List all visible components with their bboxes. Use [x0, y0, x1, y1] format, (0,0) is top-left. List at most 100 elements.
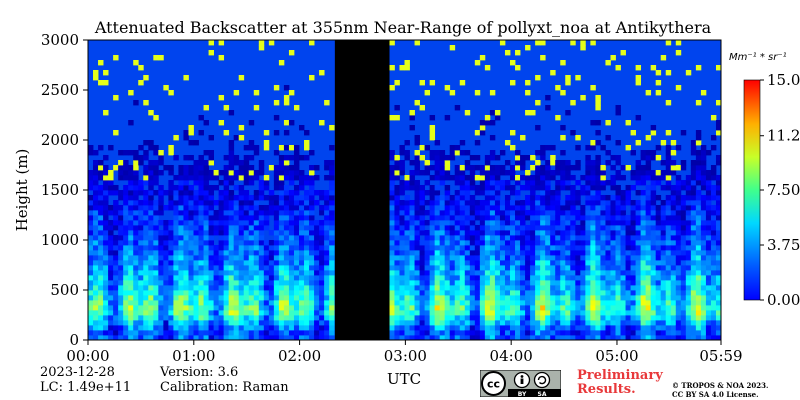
- heatmap-cell: [273, 185, 280, 191]
- heatmap-cell: [525, 175, 531, 181]
- heatmap-cell: [640, 150, 647, 156]
- heatmap-cell: [158, 285, 164, 291]
- heatmap-cell: [449, 265, 456, 271]
- heatmap-cell: [565, 175, 571, 181]
- heatmap-cell: [253, 225, 260, 231]
- heatmap-cell: [700, 265, 707, 271]
- heatmap-cell: [705, 330, 712, 336]
- heatmap-cell: [600, 200, 606, 206]
- heatmap-cell: [545, 335, 551, 341]
- heatmap-cell: [429, 330, 436, 336]
- heatmap-cell: [575, 285, 581, 291]
- heatmap-cell: [635, 170, 642, 176]
- heatmap-cell: [314, 335, 320, 341]
- heatmap-cell: [504, 225, 511, 231]
- colorbar: [743, 79, 761, 301]
- heatmap-cell: [429, 245, 436, 251]
- heatmap-cell: [665, 220, 672, 226]
- heatmap-cell: [173, 285, 179, 291]
- heatmap-cell: [163, 225, 169, 231]
- heatmap-cell: [389, 310, 395, 316]
- heatmap-cell: [399, 160, 405, 166]
- heatmap-cell: [293, 205, 300, 211]
- heatmap-cell: [665, 180, 672, 186]
- heatmap-cell: [278, 180, 285, 186]
- heatmap-cell: [429, 200, 436, 206]
- heatmap-cell: [118, 260, 124, 266]
- heatmap-cell: [314, 290, 320, 296]
- heatmap-cell: [389, 200, 395, 206]
- heatmap-cell: [88, 185, 94, 191]
- heatmap-cell: [695, 135, 702, 141]
- heatmap-cell: [675, 175, 682, 181]
- heatmap-cell: [283, 290, 290, 296]
- heatmap-cell: [173, 210, 179, 216]
- heatmap-cell: [268, 270, 275, 276]
- heatmap-cell: [494, 225, 501, 231]
- heatmap-cell: [148, 110, 154, 116]
- heatmap-cell: [103, 285, 109, 291]
- heatmap-cell: [555, 200, 561, 206]
- heatmap-cell: [540, 205, 546, 211]
- heatmap-cell: [595, 235, 601, 241]
- heatmap-cell: [444, 320, 451, 326]
- heatmap-cell: [615, 230, 621, 236]
- heatmap-cell: [163, 250, 169, 256]
- heatmap-cell: [469, 220, 476, 226]
- heatmap-cell: [243, 270, 250, 276]
- heatmap-cell: [580, 295, 586, 301]
- heatmap-cell: [143, 210, 149, 216]
- calibration-label: Calibration: Raman: [160, 380, 289, 395]
- heatmap-cell: [499, 285, 506, 291]
- heatmap-cell: [640, 335, 647, 341]
- heatmap-cell: [223, 130, 230, 136]
- heatmap-cell: [394, 155, 400, 161]
- heatmap-cell: [590, 160, 596, 166]
- heatmap-cell: [600, 315, 606, 321]
- heatmap-cell: [173, 240, 179, 246]
- heatmap-cell: [113, 255, 119, 261]
- heatmap-cell: [409, 210, 415, 216]
- heatmap-cell: [163, 315, 169, 321]
- heatmap-cell: [675, 285, 682, 291]
- heatmap-cell: [665, 295, 672, 301]
- heatmap-cell: [404, 295, 410, 301]
- heatmap-cell: [208, 50, 214, 56]
- heatmap-cell: [545, 265, 551, 271]
- heatmap-cell: [695, 165, 702, 171]
- heatmap-cell: [198, 155, 204, 161]
- heatmap-cell: [299, 170, 305, 176]
- heatmap-cell: [218, 260, 225, 266]
- heatmap-cell: [208, 230, 214, 236]
- heatmap-cell: [700, 255, 707, 261]
- heatmap-cell: [655, 275, 662, 281]
- heatmap-cell: [233, 250, 240, 256]
- heatmap-cell: [610, 280, 616, 286]
- heatmap-cell: [565, 285, 571, 291]
- heatmap-cell: [243, 155, 250, 161]
- heatmap-cell: [273, 290, 280, 296]
- heatmap-cell: [168, 285, 174, 291]
- heatmap-cell: [525, 45, 531, 51]
- heatmap-cell: [148, 310, 154, 316]
- heatmap-cell: [454, 225, 461, 231]
- no-data-region: [334, 40, 390, 340]
- heatmap-cell: [223, 295, 230, 301]
- heatmap-cell: [590, 170, 596, 176]
- heatmap-cell: [545, 315, 551, 321]
- heatmap-cell: [595, 295, 601, 301]
- heatmap-cell: [138, 235, 144, 241]
- heatmap-cell: [570, 230, 576, 236]
- heatmap-cell: [590, 195, 596, 201]
- heatmap-cell: [98, 335, 104, 341]
- heatmap-cell: [158, 320, 164, 326]
- heatmap-cell: [203, 305, 209, 311]
- heatmap-cell: [198, 220, 204, 226]
- heatmap-cell: [404, 335, 410, 341]
- heatmap-cell: [283, 220, 290, 226]
- heatmap-cell: [138, 275, 144, 281]
- heatmap-cell: [263, 225, 270, 231]
- heatmap-cell: [123, 330, 129, 336]
- heatmap-cell: [640, 205, 647, 211]
- heatmap-cell: [570, 200, 576, 206]
